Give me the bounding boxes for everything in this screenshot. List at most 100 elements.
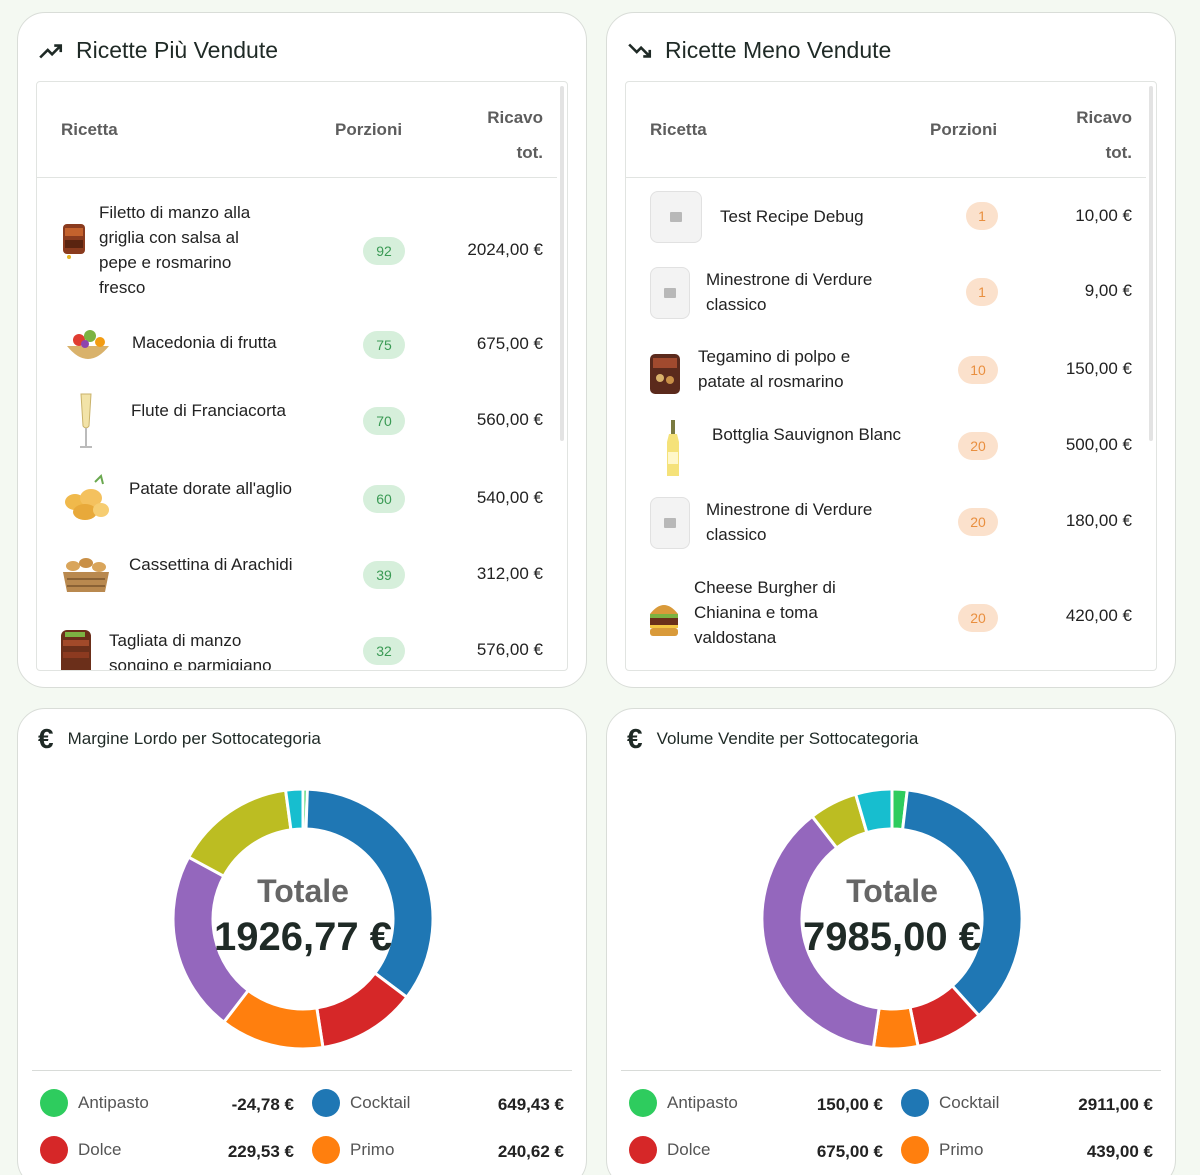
steak-image	[63, 224, 85, 259]
image-placeholder-icon	[650, 267, 690, 319]
margin-chart-card: € Margine Lordo per Sottocategoria Total…	[17, 708, 587, 1175]
legend-item-cocktail[interactable]: Cocktail	[901, 1089, 999, 1117]
legend-dot	[312, 1089, 340, 1117]
donut-slices[interactable]	[171, 787, 435, 1051]
portions-badge: 20	[958, 604, 998, 632]
table-row[interactable]: Tagliata di manzo songino e parmigiano 3…	[37, 618, 557, 671]
recipe-name: Flute di Franciacorta	[131, 401, 286, 420]
donut-slice-primo[interactable]	[871, 1005, 920, 1051]
table-header: Ricetta Porzioni Ricavo tot.	[626, 82, 1146, 178]
fruit-salad-image	[67, 330, 109, 359]
donut-total-label: Totale	[846, 873, 938, 909]
donut-slice-cocktail[interactable]	[304, 787, 435, 1000]
worst-recipes-title: Ricette Meno Vendute	[627, 37, 891, 64]
donut-slice-contorno[interactable]	[186, 788, 293, 879]
donut-slice-cocktail[interactable]	[900, 788, 1024, 1018]
legend-item-antipasto[interactable]: Antipasto	[629, 1089, 738, 1117]
margin-chart-title-text: Margine Lordo per Sottocategoria	[67, 729, 321, 748]
col-header-revenue[interactable]: Ricavo tot.	[487, 108, 543, 162]
table-row[interactable]: Minestrone di Verdure classico 20 180,00…	[626, 496, 1146, 562]
legend-item-primo[interactable]: Primo	[901, 1136, 983, 1164]
table-row[interactable]: Patate dorate all'aglio 60 540,00 €	[37, 466, 557, 532]
portions-badge: 60	[363, 485, 405, 513]
legend-value: 675,00 €	[816, 1142, 883, 1161]
euro-icon: €	[627, 723, 643, 754]
portions-badge: 10	[958, 356, 998, 384]
recipe-name: Macedonia di frutta	[132, 333, 277, 352]
table-scrollbar[interactable]	[560, 86, 564, 441]
table-row[interactable]: Bottglia Sauvignon Blanc 20 500,00 €	[626, 420, 1146, 486]
octopus-pan-image	[650, 354, 680, 394]
champagne-flute-image	[80, 393, 92, 448]
recipe-name: Minestrone di Verdure classico	[706, 270, 873, 314]
burger-image	[650, 605, 678, 636]
legend-label: Dolce	[78, 1140, 122, 1159]
wine-bottle-image	[667, 420, 679, 476]
revenue-value: 2024,00 €	[467, 240, 543, 259]
revenue-value: 576,00 €	[476, 640, 543, 659]
donut-slices[interactable]	[760, 787, 1024, 1051]
table-row[interactable]: Cassettina di Arachidi 39 312,00 €	[37, 542, 557, 608]
donut-slice-bevanda[interactable]	[283, 787, 305, 832]
best-recipes-title-text: Ricette Più Vendute	[76, 37, 279, 63]
legend-dot	[40, 1089, 68, 1117]
legend-item-dolce[interactable]: Dolce	[629, 1136, 710, 1164]
table-row[interactable]: Flute di Franciacorta 70 560,00 €	[37, 388, 557, 454]
col-header-revenue[interactable]: Ricavo tot.	[1076, 108, 1132, 162]
legend-value: -24,78 €	[231, 1095, 294, 1114]
margin-donut-chart[interactable]: Totale 1926,77 €	[168, 784, 438, 1054]
revenue-value: 500,00 €	[1065, 435, 1132, 454]
legend-label: Dolce	[667, 1140, 711, 1159]
table-row[interactable]: Test Recipe Debug 1 10,00 €	[626, 190, 1146, 260]
recipe-name: Tegamino di polpo e patate al rosmarino	[698, 347, 851, 391]
table-row[interactable]: Tegamino di polpo e patate al rosmarino …	[626, 344, 1146, 410]
portions-badge: 92	[363, 237, 405, 265]
trending-down-icon	[628, 43, 652, 58]
recipe-name: Tagliata di manzo songino e parmigiano	[109, 631, 272, 671]
legend-label: Cocktail	[350, 1093, 411, 1112]
volume-chart-card: € Volume Vendite per Sottocategoria Tota…	[606, 708, 1176, 1175]
col-header-portions[interactable]: Porzioni	[930, 120, 998, 139]
image-placeholder-icon	[650, 191, 702, 243]
legend-label: Antipasto	[667, 1093, 738, 1112]
worst-recipes-card: Ricette Meno Vendute Ricetta Porzioni Ri…	[606, 12, 1176, 688]
portions-badge: 20	[958, 432, 998, 460]
recipe-name: Test Recipe Debug	[720, 207, 864, 226]
recipe-name: Minestrone di Verdure classico	[706, 500, 873, 544]
donut-slice-secondo[interactable]	[760, 814, 881, 1050]
table-row[interactable]: Macedonia di frutta 75 675,00 €	[37, 312, 557, 378]
legend-value: 649,43 €	[497, 1095, 564, 1114]
table-row[interactable]: Minestrone di Verdure classico 1 9,00 €	[626, 266, 1146, 332]
legend-item-primo[interactable]: Primo	[312, 1136, 394, 1164]
legend-label: Primo	[350, 1140, 395, 1159]
table-row[interactable]: Cheese Burgher di Chianina e toma valdos…	[626, 572, 1146, 662]
col-header-portions[interactable]: Porzioni	[335, 120, 403, 139]
table-scrollbar[interactable]	[1149, 86, 1153, 441]
legend-dot	[40, 1136, 68, 1164]
col-header-recipe[interactable]: Ricetta	[61, 120, 118, 139]
volume-donut-chart[interactable]: Totale 7985,00 €	[757, 784, 1027, 1054]
legend-value: 150,00 €	[816, 1095, 883, 1114]
revenue-value: 420,00 €	[1065, 606, 1132, 625]
legend-item-antipasto[interactable]: Antipasto	[40, 1089, 149, 1117]
legend-value: 240,62 €	[497, 1142, 564, 1161]
peanuts-crate-image	[63, 558, 109, 592]
revenue-value: 10,00 €	[1075, 206, 1132, 225]
revenue-value: 9,00 €	[1084, 281, 1132, 300]
revenue-value: 540,00 €	[476, 488, 543, 507]
donut-slice-bevanda[interactable]	[853, 787, 894, 835]
portions-badge: 39	[363, 561, 405, 589]
table-row[interactable]: Filetto di manzo alla griglia con salsa …	[37, 190, 557, 297]
recipe-name: Cassettina di Arachidi	[129, 555, 293, 574]
best-recipes-table: Ricetta Porzioni Ricavo tot. Filetto di …	[36, 81, 568, 671]
legend-value: 2911,00 €	[1078, 1095, 1153, 1114]
legend-dot	[629, 1089, 657, 1117]
legend-label: Cocktail	[939, 1093, 1000, 1112]
legend-label: Primo	[939, 1140, 984, 1159]
portions-badge: 75	[363, 331, 405, 359]
legend-item-cocktail[interactable]: Cocktail	[312, 1089, 410, 1117]
recipe-name: Bottglia Sauvignon Blanc	[712, 425, 902, 444]
col-header-recipe[interactable]: Ricetta	[650, 120, 707, 139]
legend-value: 229,53 €	[227, 1142, 294, 1161]
legend-item-dolce[interactable]: Dolce	[40, 1136, 121, 1164]
